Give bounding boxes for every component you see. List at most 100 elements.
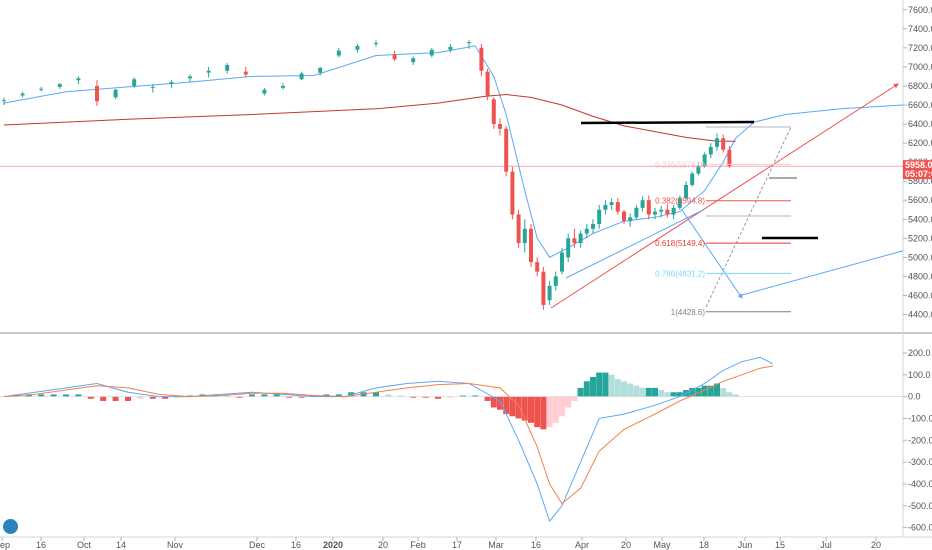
- candle[interactable]: [653, 207, 657, 220]
- price-panel-bg[interactable]: [0, 0, 903, 330]
- candle[interactable]: [411, 56, 416, 65]
- fib-diagonal-dashed[interactable]: [705, 126, 792, 308]
- candle[interactable]: [479, 44, 484, 77]
- candle[interactable]: [609, 198, 614, 210]
- fibonacci-retracement[interactable]: 0.236(5976.0) 0.382(5594.8) 0.618(5149.4) 0…: [655, 160, 791, 317]
- time-x-axis[interactable]: Sep16Oct14NovDec16202020Feb17Mar16Apr20M…: [0, 537, 881, 550]
- ascending-trendline-red[interactable]: [550, 83, 899, 309]
- candle[interactable]: [603, 200, 608, 215]
- candle[interactable]: [640, 196, 645, 212]
- candle[interactable]: [547, 281, 552, 305]
- projection-path-up[interactable]: [741, 250, 906, 296]
- candle[interactable]: [529, 224, 533, 267]
- candle[interactable]: [572, 228, 577, 248]
- candle[interactable]: [677, 195, 682, 210]
- candle[interactable]: [708, 143, 713, 159]
- time-axis-tick-label: Sep: [0, 540, 10, 550]
- candle[interactable]: [516, 209, 521, 248]
- candle[interactable]: [628, 213, 633, 227]
- moving-average-line-1[interactable]: [3, 45, 903, 258]
- candle[interactable]: [150, 84, 155, 93]
- candle[interactable]: [702, 152, 707, 168]
- candle[interactable]: [659, 205, 664, 218]
- candle[interactable]: [299, 71, 304, 81]
- tradingview-logo-icon[interactable]: [3, 519, 18, 534]
- candle[interactable]: [169, 80, 174, 88]
- candle[interactable]: [355, 44, 360, 53]
- candle[interactable]: [76, 76, 81, 85]
- candle-body: [640, 200, 645, 208]
- candle[interactable]: [665, 204, 670, 218]
- candle[interactable]: [715, 133, 719, 151]
- ascending-trendline-blue[interactable]: [565, 209, 704, 279]
- candle[interactable]: [448, 44, 453, 53]
- osc-panel-bg[interactable]: [0, 336, 903, 536]
- candle[interactable]: [504, 125, 509, 177]
- candle[interactable]: [671, 204, 676, 220]
- candle[interactable]: [535, 257, 540, 277]
- candle[interactable]: [684, 181, 688, 201]
- resistance-line-black[interactable]: [580, 120, 755, 125]
- signal-line[interactable]: [3, 365, 773, 505]
- candle[interactable]: [622, 209, 626, 225]
- candle[interactable]: [225, 63, 230, 74]
- candle[interactable]: [95, 80, 99, 106]
- candle[interactable]: [206, 66, 211, 78]
- candle-body: [188, 76, 192, 79]
- price-axis-tick-label: 4600.0: [908, 290, 932, 300]
- candle-body: [591, 224, 595, 229]
- candle[interactable]: [560, 247, 564, 275]
- candle[interactable]: [510, 166, 515, 220]
- candle[interactable]: [374, 40, 378, 47]
- candle[interactable]: [57, 83, 62, 89]
- candle[interactable]: [20, 91, 25, 98]
- candle[interactable]: [646, 195, 651, 220]
- candle[interactable]: [392, 50, 397, 62]
- candle[interactable]: [721, 134, 726, 153]
- candle[interactable]: [188, 74, 192, 83]
- candle[interactable]: [578, 230, 583, 248]
- candle[interactable]: [281, 83, 285, 90]
- macd-axis-tick-label: -100.0: [908, 413, 932, 423]
- price-axis-tick-label: 6600.0: [908, 100, 932, 110]
- candle[interactable]: [566, 233, 571, 263]
- macd-y-axis[interactable]: -600.0 -500.0 -400.0 -300.0 -200.0 -100.0 0.0 1…: [903, 348, 932, 533]
- candle[interactable]: [262, 87, 267, 96]
- candle[interactable]: [696, 162, 701, 176]
- candle-body: [535, 262, 540, 272]
- candle[interactable]: [485, 68, 490, 101]
- candle[interactable]: [591, 219, 595, 234]
- moving-average-line-2[interactable]: [3, 93, 736, 142]
- candle[interactable]: [690, 171, 695, 187]
- candle[interactable]: [491, 97, 496, 129]
- projection-path-down[interactable]: [681, 209, 743, 299]
- candle[interactable]: [597, 204, 602, 229]
- candle[interactable]: [243, 66, 248, 78]
- candle-body: [510, 171, 515, 215]
- candle[interactable]: [429, 47, 434, 58]
- price-axis-tick-label: 6200.0: [908, 138, 932, 148]
- candle[interactable]: [132, 77, 137, 88]
- current-price-badge-bg: [903, 160, 932, 180]
- candle[interactable]: [2, 97, 6, 105]
- current-price-badge[interactable]: 5958.005:07:03: [903, 160, 932, 180]
- histogram-bar: [726, 392, 733, 397]
- candle[interactable]: [522, 219, 527, 253]
- candle[interactable]: [318, 66, 323, 76]
- candle[interactable]: [634, 204, 639, 220]
- histogram-bar: [484, 396, 491, 401]
- candle[interactable]: [467, 40, 471, 49]
- candle[interactable]: [498, 118, 502, 136]
- candle-body: [578, 233, 583, 244]
- candle[interactable]: [113, 88, 118, 100]
- candle[interactable]: [541, 266, 546, 310]
- candle[interactable]: [553, 271, 558, 291]
- candle-body: [572, 238, 577, 244]
- candle[interactable]: [39, 86, 44, 92]
- price-y-axis[interactable]: 4400.0 4600.0 4800.0 5000.0 5200.0 5400.0 5600…: [903, 5, 932, 320]
- candle[interactable]: [336, 47, 341, 58]
- candle[interactable]: [615, 198, 620, 215]
- candle[interactable]: [584, 224, 589, 239]
